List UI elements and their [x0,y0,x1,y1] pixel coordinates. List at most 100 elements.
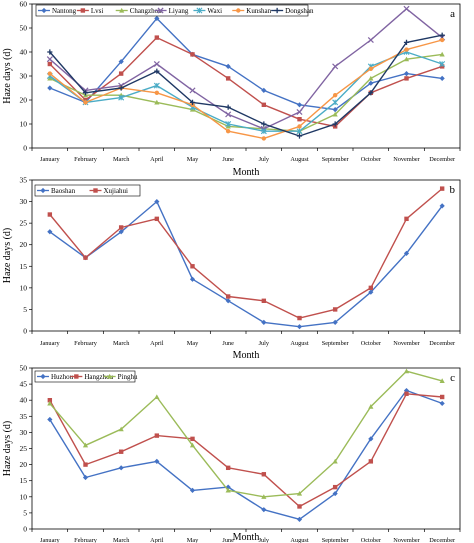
y-tick-label: 10 [20,283,28,292]
data-point [261,298,267,303]
data-point [118,229,124,235]
data-point [261,507,267,513]
x-tick-label: January [40,537,60,543]
data-point [118,426,124,432]
data-point [368,75,374,81]
x-tick-label: March [113,537,130,543]
data-point [368,285,374,291]
data-point [439,51,445,57]
data-point [154,15,160,21]
data-point [154,216,160,222]
data-point [82,90,89,96]
data-point [225,76,231,81]
data-point [332,107,338,113]
legend-label: Liyang [169,7,189,15]
data-point [83,255,88,260]
data-point [189,87,196,94]
x-tick-label: November [393,537,420,543]
x-axis-title: Month [233,167,260,178]
data-point [225,465,231,471]
data-point [261,494,267,499]
data-point [403,5,410,12]
legend: Baoshan Xujiahui [34,184,141,197]
data-point [189,442,196,448]
y-tick-label: 5 [23,305,27,314]
series-line [49,34,443,137]
legend-box [35,4,309,17]
data-point [154,458,160,464]
data-point [404,391,409,396]
data-point [403,250,410,256]
legend-label: Lvsi [91,7,104,15]
data-point [118,465,124,471]
x-tick-label: September [322,156,350,163]
y-tick-label: 10 [20,492,28,501]
legend-label: Baoshan [51,187,76,195]
data-point [47,71,53,76]
y-tick-label: 0 [23,144,27,153]
data-point [261,472,267,477]
data-point [47,400,53,406]
legend-marker [107,373,113,379]
y-axis-title: Haze days (d) [2,421,13,477]
data-point [83,100,88,105]
data-point [225,121,232,127]
x-tick-label: March [113,340,130,347]
y-tick-label: 30 [20,197,28,206]
data-point [83,462,88,467]
data-point [439,394,445,400]
data-point [296,324,303,330]
x-tick-label: August [290,156,308,163]
data-point [118,71,124,76]
data-point [332,99,339,106]
chart-panel-b: 0 5 10 15 20 25 30 35 January February March April M… [2,176,461,361]
data-point [261,87,267,93]
data-point [403,368,410,374]
series-lvsi [47,35,445,129]
y-tick-label: 15 [20,262,28,271]
data-point [225,63,231,69]
data-point [297,504,302,509]
data-point [296,516,303,522]
data-point [261,102,267,107]
data-point [154,198,160,205]
data-point [225,104,231,110]
series-line [49,188,443,319]
data-point [332,458,338,464]
data-point [296,108,303,116]
y-tick-label: 0 [23,525,27,534]
series-line [49,36,443,128]
y-tick-label: 50 [20,24,28,33]
data-point [368,289,374,295]
data-point [332,307,338,312]
x-tick-label: May [187,537,199,543]
x-tick-label: November [393,340,420,347]
series-line [49,393,443,508]
data-point [368,459,374,464]
data-point [368,436,374,442]
series-xujiahui [47,186,445,321]
y-tick-label: 40 [20,396,28,405]
series-line [49,8,443,130]
series-baoshan [47,198,445,330]
legend: Huzhou Hangzhou Pinghu [34,370,138,383]
data-point [154,90,160,96]
series-line [49,51,443,132]
x-tick-label: February [74,156,98,163]
y-tick-label: 25 [20,444,28,453]
data-point [189,487,196,493]
data-point [403,56,410,62]
x-tick-label: August [290,537,308,543]
legend-marker [74,374,79,379]
x-tick-label: April [150,156,164,163]
x-tick-label: July [259,537,270,543]
legend-marker [80,8,86,13]
y-tick-label: 45 [20,380,28,389]
y-tick-label: 10 [20,120,28,129]
x-tick-label: April [150,340,164,347]
data-point [439,75,445,81]
x-tick-label: May [187,156,199,163]
x-tick-label: January [40,156,60,163]
x-axis-title: Month [233,532,260,543]
data-point [332,63,339,70]
